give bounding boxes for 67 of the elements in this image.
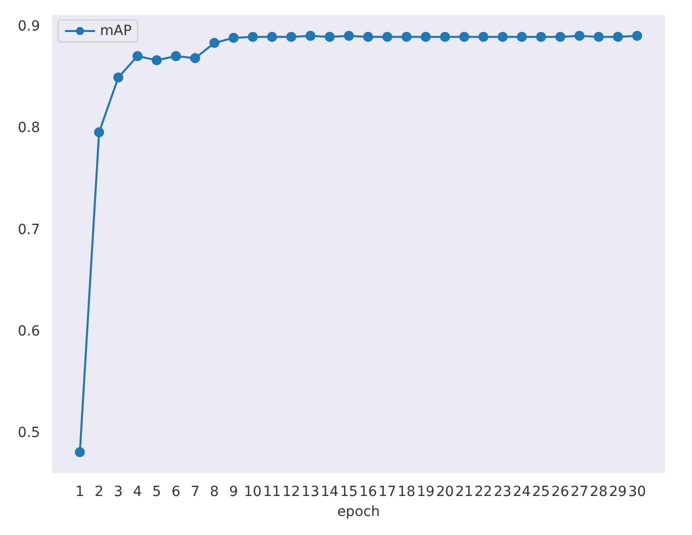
x-tick-label: 4	[133, 484, 142, 500]
point	[498, 32, 508, 42]
point	[612, 32, 623, 42]
legend-label: mAP	[100, 23, 132, 39]
x-tick-label: 9	[229, 484, 238, 500]
x-tick-label: 20	[436, 484, 454, 500]
y-tick-label: 0.5	[18, 424, 40, 441]
x-tick-label: 27	[570, 484, 588, 500]
point	[228, 32, 239, 43]
x-tick-label: 7	[190, 484, 200, 500]
x-tick-label: 23	[494, 484, 512, 500]
x-tick-label: 1	[75, 484, 84, 500]
point	[594, 32, 604, 42]
point	[574, 30, 584, 41]
point	[152, 55, 162, 66]
point	[459, 32, 470, 42]
point	[305, 30, 316, 41]
x-tick-label: 2	[94, 484, 104, 500]
x-tick-label: 30	[628, 484, 646, 500]
x-tick-label: 24	[512, 484, 531, 500]
x-tick-label: 17	[378, 484, 396, 500]
x-tick-label: 18	[398, 484, 416, 500]
point	[267, 32, 278, 42]
point	[132, 51, 143, 62]
point	[516, 32, 527, 42]
x-tick-label: 22	[474, 484, 492, 500]
point	[632, 30, 642, 41]
x-tick-label: 25	[532, 484, 550, 500]
x-tick-label: 5	[152, 484, 162, 500]
point	[478, 32, 488, 42]
x-tick-label: 8	[210, 484, 219, 500]
x-tick-label: 29	[609, 484, 627, 500]
point	[382, 32, 392, 42]
point	[170, 51, 181, 62]
point	[190, 53, 200, 64]
y-tick-label: 0.9	[18, 18, 40, 35]
x-tick-label: 11	[263, 484, 281, 500]
point	[420, 32, 431, 42]
point	[286, 32, 296, 42]
point	[113, 72, 124, 82]
x-tick-label: 13	[302, 484, 320, 500]
x-tick-label: 15	[340, 484, 358, 500]
y-tick-label: 0.6	[18, 323, 40, 340]
y-tick-label: 0.8	[18, 120, 40, 136]
point	[248, 32, 258, 42]
y-tick-label: 0.7	[18, 222, 40, 238]
point	[94, 127, 104, 138]
x-axis-title: epoch	[337, 504, 380, 520]
point	[344, 30, 354, 41]
point	[555, 32, 566, 42]
point	[324, 32, 335, 42]
x-tick-label: 21	[455, 484, 474, 500]
x-tick-label: 28	[590, 484, 608, 500]
point	[74, 447, 85, 458]
x-tick-label: 10	[244, 484, 262, 500]
x-tick-label: 26	[551, 484, 570, 500]
point	[536, 32, 546, 42]
x-tick-label: 6	[171, 484, 180, 500]
x-tick-label: 19	[416, 484, 435, 500]
x-tick-label: 12	[282, 484, 300, 500]
x-tick-label: 3	[114, 484, 123, 500]
point	[440, 32, 450, 42]
point	[363, 32, 374, 42]
point	[209, 38, 220, 48]
x-tick-label: 16	[359, 484, 378, 500]
x-tick-label: 14	[320, 484, 339, 500]
point	[402, 32, 412, 42]
